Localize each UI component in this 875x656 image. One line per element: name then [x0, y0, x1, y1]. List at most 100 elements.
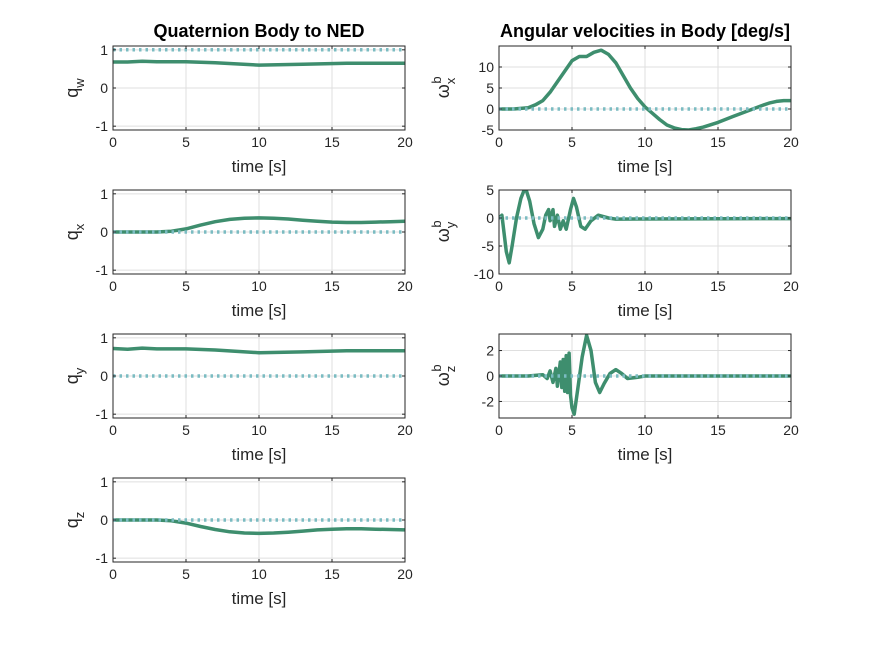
y-tick-label: 10	[478, 59, 494, 75]
y-tick-label: 0	[100, 224, 108, 240]
y-tick-label: -1	[96, 118, 109, 134]
x-tick-label: 5	[182, 134, 190, 150]
x-axis-label: time [s]	[618, 157, 673, 176]
x-tick-label: 5	[568, 422, 576, 438]
y-tick-label: -5	[482, 122, 495, 138]
x-tick-label: 0	[495, 422, 503, 438]
x-tick-label: 15	[324, 278, 340, 294]
y-axis-label-superscript: b	[429, 364, 444, 371]
y-tick-label: -10	[474, 266, 494, 282]
signal-line	[113, 216, 405, 234]
y-tick-label: 0	[100, 512, 108, 528]
y-axis-label-subscript: x	[72, 223, 87, 230]
y-axis-label: qy	[62, 367, 87, 384]
y-axis-label-base: ω	[433, 84, 453, 98]
x-tick-label: 15	[710, 134, 726, 150]
x-tick-label: 20	[397, 422, 413, 438]
x-tick-label: 10	[637, 278, 653, 294]
y-axis-label-subscript: x	[443, 77, 458, 84]
x-tick-label: 20	[397, 566, 413, 582]
y-tick-label: 1	[100, 186, 108, 202]
y-axis-label-base: ω	[433, 372, 453, 386]
x-tick-label: 10	[251, 422, 267, 438]
x-tick-label: 15	[710, 422, 726, 438]
x-tick-label: 0	[109, 278, 117, 294]
y-axis-label-base: q	[62, 518, 82, 528]
y-tick-label: 0	[100, 368, 108, 384]
y-tick-label: 5	[486, 80, 494, 96]
x-tick-label: 0	[109, 422, 117, 438]
x-tick-label: 5	[182, 422, 190, 438]
y-axis-label: qz	[62, 512, 87, 529]
x-tick-label: 20	[783, 422, 799, 438]
x-axis-label: time [s]	[232, 589, 287, 608]
y-axis-label-subscript: z	[443, 366, 458, 373]
x-tick-label: 15	[324, 566, 340, 582]
y-axis-label-superscript: b	[429, 76, 444, 83]
y-axis-label-base: q	[62, 88, 82, 98]
signal-line	[113, 518, 405, 536]
x-tick-label: 20	[397, 134, 413, 150]
y-tick-label: 1	[100, 42, 108, 58]
x-axis-label: time [s]	[232, 301, 287, 320]
y-tick-label: -1	[96, 262, 109, 278]
subplot-title: Angular velocities in Body [deg/s]	[500, 21, 790, 41]
y-axis-label: ωy	[433, 221, 458, 242]
y-axis-label-subscript: w	[72, 78, 87, 89]
signal-line	[113, 59, 405, 67]
x-axis-label: time [s]	[232, 445, 287, 464]
x-tick-label: 5	[182, 566, 190, 582]
signal-line	[499, 48, 791, 130]
y-tick-label: 1	[100, 330, 108, 346]
x-tick-label: 5	[182, 278, 190, 294]
y-tick-label: -5	[482, 238, 495, 254]
x-tick-label: 0	[109, 134, 117, 150]
subplot-wy: 0 5 10 15 20 -10 -5 0 5 time [s] ωyb	[429, 182, 799, 320]
y-axis-label: qx	[62, 223, 87, 240]
x-tick-label: 0	[495, 278, 503, 294]
y-axis-label: ωx	[433, 77, 458, 98]
x-tick-label: 20	[397, 278, 413, 294]
y-axis-label-subscript: z	[72, 512, 87, 519]
x-tick-label: 20	[783, 134, 799, 150]
y-tick-label: -2	[482, 393, 495, 409]
y-tick-label: 0	[100, 80, 108, 96]
x-tick-label: 15	[710, 278, 726, 294]
x-tick-label: 5	[568, 278, 576, 294]
y-tick-label: 0	[486, 210, 494, 226]
y-tick-label: -1	[96, 550, 109, 566]
x-tick-label: 10	[251, 278, 267, 294]
x-tick-label: 10	[637, 422, 653, 438]
x-axis-label: time [s]	[618, 301, 673, 320]
x-tick-label: 15	[324, 422, 340, 438]
x-tick-label: 10	[251, 566, 267, 582]
x-tick-label: 10	[637, 134, 653, 150]
signal-line	[113, 346, 405, 355]
y-axis-label-subscript: y	[443, 221, 458, 228]
x-axis-label: time [s]	[232, 157, 287, 176]
y-tick-label: 0	[486, 101, 494, 117]
y-axis-label: ωz	[433, 366, 458, 387]
y-axis-label-superscript: b	[429, 220, 444, 227]
x-tick-label: 20	[783, 278, 799, 294]
y-axis-label: qw	[62, 78, 87, 98]
y-axis-label-base: q	[62, 230, 82, 240]
x-tick-label: 0	[109, 566, 117, 582]
y-tick-label: 5	[486, 182, 494, 198]
subplot-title: Quaternion Body to NED	[154, 21, 365, 41]
x-tick-label: 10	[251, 134, 267, 150]
y-axis-label-base: q	[62, 374, 82, 384]
y-tick-label: 0	[486, 368, 494, 384]
y-axis-label-subscript: y	[72, 367, 87, 374]
signal-line	[499, 334, 791, 416]
x-axis-label: time [s]	[618, 445, 673, 464]
x-tick-label: 15	[324, 134, 340, 150]
x-tick-label: 5	[568, 134, 576, 150]
